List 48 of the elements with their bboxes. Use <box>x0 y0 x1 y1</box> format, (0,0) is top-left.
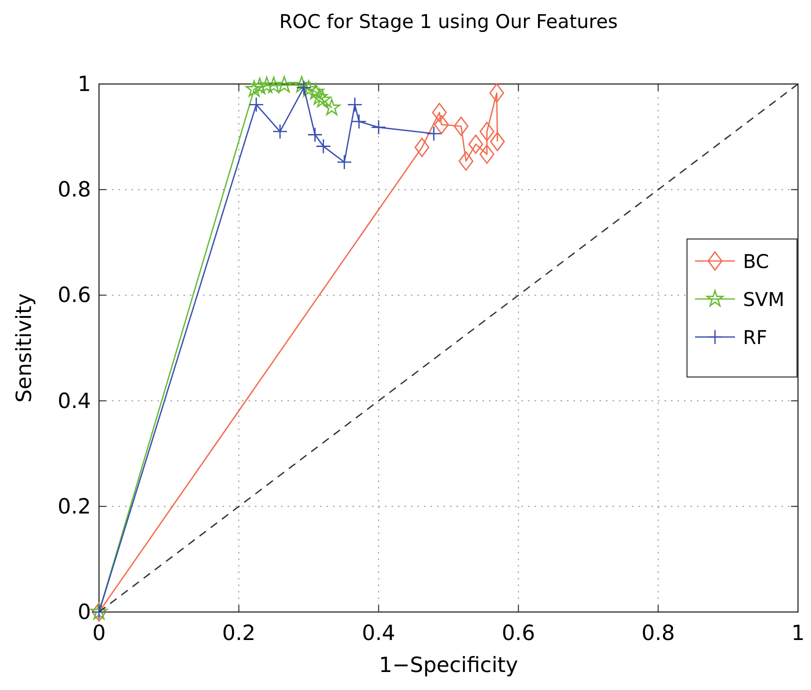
point <box>314 90 332 108</box>
point <box>310 88 328 105</box>
point <box>414 138 430 158</box>
point <box>426 126 442 142</box>
point <box>454 116 468 136</box>
point <box>276 76 293 92</box>
point <box>293 76 310 92</box>
x-tick-label: 1 <box>791 621 805 645</box>
point <box>347 96 362 112</box>
x-tick-label: 0.2 <box>222 621 256 645</box>
point <box>258 76 276 93</box>
y-tick-label: 0.6 <box>58 283 91 308</box>
point <box>272 124 288 140</box>
point <box>307 127 323 142</box>
x-tick-label: 0.6 <box>502 621 536 645</box>
point <box>370 120 386 135</box>
point <box>490 132 505 152</box>
point <box>300 80 318 97</box>
point <box>265 76 282 93</box>
y-tick-label: 0.2 <box>58 494 91 518</box>
point <box>434 115 449 134</box>
legend-label: SVM <box>743 289 784 311</box>
y-tick-label: 0.4 <box>58 388 91 413</box>
point <box>489 83 504 103</box>
chart-title: ROC for Stage 1 using Our Features <box>279 11 618 33</box>
point <box>307 82 324 100</box>
y-tick-label: 1 <box>78 72 91 96</box>
point <box>480 144 494 164</box>
point <box>323 98 340 116</box>
point <box>458 151 474 171</box>
point <box>251 78 268 94</box>
y-axis-title: Sensitivity <box>12 293 36 403</box>
legend-label: RF <box>743 327 768 349</box>
point <box>480 122 494 142</box>
point <box>248 96 264 112</box>
point <box>432 102 447 122</box>
point <box>316 138 332 154</box>
x-axis-title: 1−Specificity <box>378 653 518 677</box>
x-tick-label: 0 <box>92 621 106 645</box>
point <box>336 154 352 170</box>
y-tick-label: 0 <box>78 600 91 624</box>
point <box>468 134 484 154</box>
y-tick-label: 0.8 <box>58 178 91 202</box>
legend-label: BC <box>743 251 769 273</box>
point <box>351 114 367 130</box>
x-tick-label: 0.4 <box>362 621 396 645</box>
point <box>246 80 263 97</box>
x-tick-label: 0.8 <box>641 621 675 645</box>
